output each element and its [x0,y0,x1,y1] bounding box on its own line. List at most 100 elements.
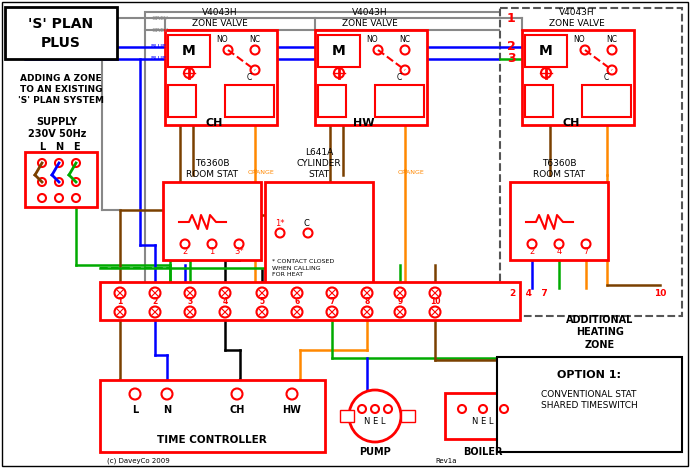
Text: V4043H
ZONE VALVE: V4043H ZONE VALVE [192,8,248,28]
Circle shape [184,68,194,78]
Circle shape [373,45,382,54]
Bar [510,182,608,260]
Circle shape [55,178,63,186]
Circle shape [527,240,537,249]
Text: NO: NO [573,36,585,44]
Bar [525,85,553,117]
Bar [25,152,97,207]
Text: 3*: 3* [234,248,244,256]
Text: 3: 3 [507,52,515,66]
Circle shape [326,307,337,317]
Circle shape [607,45,616,54]
Text: N: N [163,405,171,415]
Circle shape [72,178,80,186]
Bar [497,357,682,452]
Text: TIME CONTROLLER: TIME CONTROLLER [157,435,267,445]
Circle shape [275,228,284,237]
Bar [100,282,520,320]
Circle shape [400,66,409,74]
Text: 2   4   7: 2 4 7 [510,290,548,299]
Circle shape [458,405,466,413]
Text: T6360B
ROOM STAT: T6360B ROOM STAT [186,159,238,179]
Text: NC: NC [607,36,618,44]
Text: NC: NC [400,36,411,44]
Bar [168,85,196,117]
Text: (c) DaveyCo 2009: (c) DaveyCo 2009 [107,458,170,464]
Text: PLUS: PLUS [41,36,81,50]
Circle shape [257,287,268,299]
Circle shape [150,307,161,317]
Text: GREY: GREY [152,15,169,21]
Circle shape [181,240,190,249]
Text: SUPPLY
230V 50Hz: SUPPLY 230V 50Hz [28,117,86,139]
Circle shape [150,287,161,299]
Text: BLUE: BLUE [150,57,166,61]
Text: M: M [332,44,346,58]
Bar [5,7,117,59]
Text: L641A
CYLINDER
STAT: L641A CYLINDER STAT [297,148,342,179]
Bar [375,85,424,117]
Text: HW: HW [353,118,375,128]
Text: 5: 5 [259,298,264,307]
Text: M: M [182,44,196,58]
Text: 7: 7 [329,298,335,307]
Text: V4043H
ZONE VALVE: V4043H ZONE VALVE [549,8,605,28]
Circle shape [429,307,440,317]
Bar [168,35,210,67]
Circle shape [479,405,487,413]
Bar [100,380,325,452]
Text: NO: NO [216,36,228,44]
Circle shape [38,159,46,167]
Circle shape [384,405,392,413]
Circle shape [55,159,63,167]
Text: PUMP: PUMP [359,447,391,457]
Text: HW: HW [283,405,302,415]
Text: 2: 2 [529,248,535,256]
Circle shape [38,194,46,202]
Circle shape [607,66,616,74]
Text: 1: 1 [117,298,123,307]
Text: C: C [603,73,609,81]
Text: 1*: 1* [275,219,284,228]
Text: ORANGE: ORANGE [248,169,275,175]
Circle shape [555,240,564,249]
Circle shape [358,405,366,413]
Circle shape [362,287,373,299]
Text: 3: 3 [188,298,193,307]
Text: ORANGE: ORANGE [398,169,425,175]
Circle shape [291,287,302,299]
Bar [163,182,261,260]
Circle shape [115,287,126,299]
Text: CH: CH [206,118,223,128]
Bar [500,8,682,316]
Bar [145,12,518,315]
Circle shape [395,307,406,317]
Circle shape [349,390,401,442]
Circle shape [235,240,244,249]
Bar [522,30,634,125]
Text: Rev1a: Rev1a [435,458,457,464]
Bar [340,410,354,422]
Text: GREY: GREY [152,28,169,32]
Text: CH: CH [229,405,245,415]
Circle shape [130,388,141,400]
Text: 6: 6 [295,298,299,307]
Circle shape [257,307,268,317]
Bar [318,85,346,117]
Bar [318,35,360,67]
Text: E: E [72,142,79,152]
Text: ADDITIONAL
HEATING
ZONE: ADDITIONAL HEATING ZONE [566,315,633,350]
Bar [315,30,427,125]
Text: 7: 7 [583,248,589,256]
Text: N E L: N E L [472,417,494,425]
Text: V4043H
ZONE VALVE: V4043H ZONE VALVE [342,8,398,28]
Circle shape [184,307,195,317]
Circle shape [326,287,337,299]
Circle shape [580,45,589,54]
Text: 1: 1 [209,248,215,256]
Bar [582,85,631,117]
Text: NO: NO [366,36,378,44]
Text: * CONTACT CLOSED
WHEN CALLING
FOR HEAT: * CONTACT CLOSED WHEN CALLING FOR HEAT [272,259,334,277]
Circle shape [304,228,313,237]
Bar [401,410,415,422]
